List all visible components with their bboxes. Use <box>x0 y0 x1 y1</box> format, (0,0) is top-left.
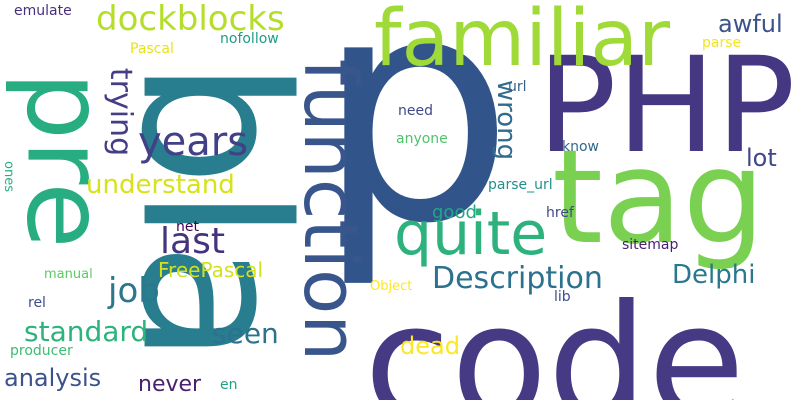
word-object: Object <box>370 279 413 294</box>
word-href: href <box>546 205 574 221</box>
word-anyone: anyone <box>396 131 448 147</box>
word-manual: manual <box>44 267 93 282</box>
word-know: know <box>562 139 599 155</box>
word-nofollow: nofollow <box>220 31 279 47</box>
word-quite: quite <box>394 199 548 269</box>
word-producer: producer <box>10 343 73 359</box>
word-sitemap: sitemap <box>622 237 679 253</box>
word-years: years <box>138 119 249 165</box>
word-lib: lib <box>554 289 571 305</box>
word-last: last <box>160 221 225 262</box>
word-p: p <box>316 0 515 292</box>
word-pascal: Pascal <box>130 41 174 57</box>
word-net: net <box>176 219 199 235</box>
word-en: en <box>220 377 238 393</box>
word-dead: dead <box>400 332 460 360</box>
word-analysis: analysis <box>4 364 102 392</box>
word-ones: ones <box>0 160 16 192</box>
word-seen: seen <box>212 317 279 350</box>
word-emulate: emulate <box>14 3 72 19</box>
word-code: code <box>364 271 746 400</box>
word-trying: trying <box>103 67 139 157</box>
word-standard: standard <box>24 315 149 348</box>
word-parse-url: parse_url <box>488 177 553 193</box>
word-never: never <box>138 372 202 397</box>
word-description: Description <box>432 261 603 296</box>
word-job: job <box>108 271 160 311</box>
word-dockblocks: dockblocks <box>96 0 285 39</box>
word-freepascal: FreePascal <box>158 258 264 282</box>
word-parse: parse <box>702 35 742 51</box>
word-lot: lot <box>746 144 777 172</box>
word-need: need <box>398 103 433 119</box>
word-url: url <box>508 79 527 95</box>
word-familiar: familiar <box>374 0 671 84</box>
word-good: good <box>432 202 477 223</box>
word-rel: rel <box>28 295 46 311</box>
word-function: function <box>287 58 374 362</box>
word-delphi: Delphi <box>672 260 756 290</box>
word-awful: awful <box>718 10 783 38</box>
word-php: PHP <box>537 29 796 183</box>
word-pre: pre <box>2 71 128 249</box>
word-understand: understand <box>86 170 235 200</box>
word-tag: tag <box>552 121 766 273</box>
